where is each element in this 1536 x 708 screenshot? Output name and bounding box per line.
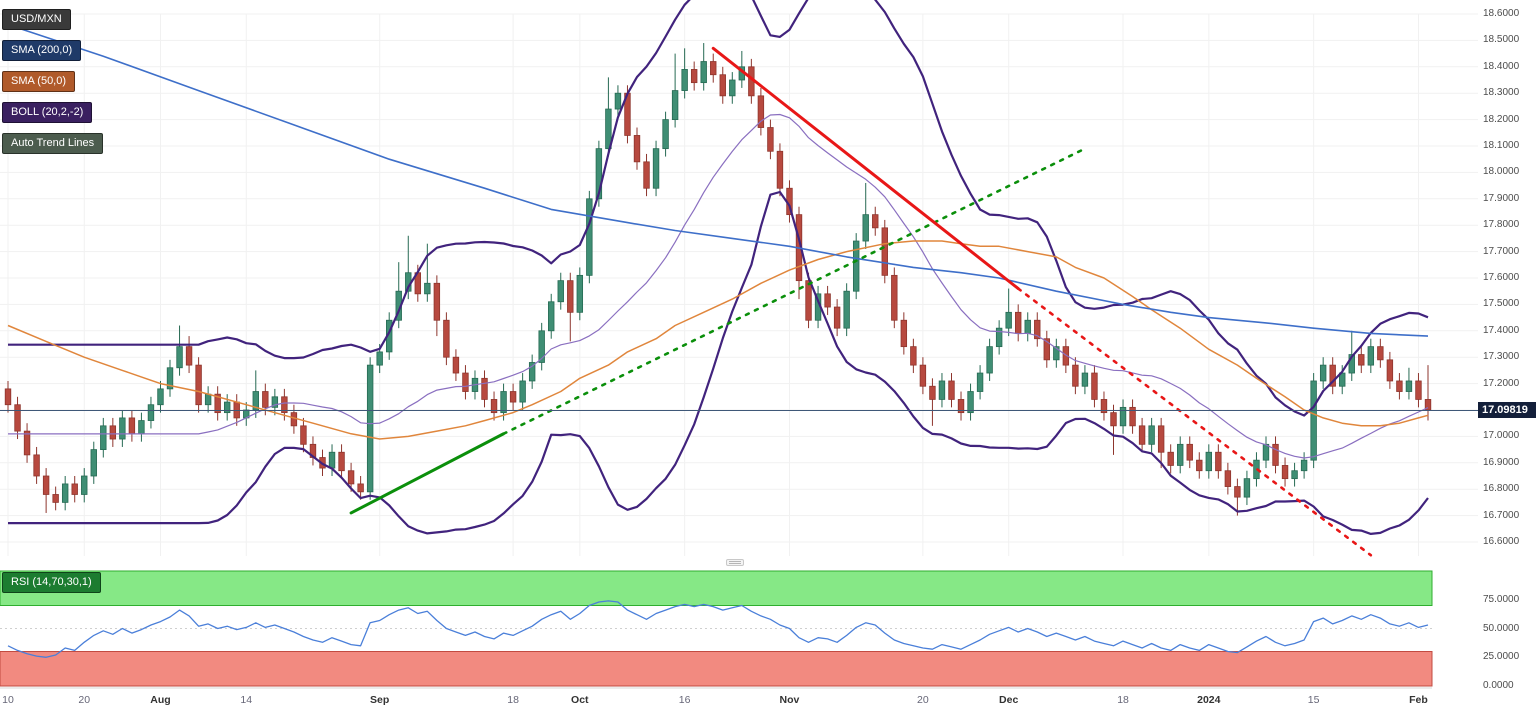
price-axis-label: 16.7000 bbox=[1483, 509, 1520, 521]
x-axis-label: 18 bbox=[1117, 694, 1129, 706]
indicator-badge-sma50[interactable]: SMA (50,0) bbox=[2, 71, 76, 92]
x-axis-label: 15 bbox=[1307, 694, 1320, 706]
price-axis-label: 18.1000 bbox=[1483, 140, 1520, 151]
indicator-badge-sma200[interactable]: SMA (200,0) bbox=[2, 40, 82, 61]
x-axis-label: Nov bbox=[779, 694, 800, 706]
price-axis-label: 16.6000 bbox=[1483, 536, 1520, 547]
price-axis-label: 17.0000 bbox=[1483, 430, 1520, 442]
panel-splitter[interactable] bbox=[726, 559, 744, 566]
price-axis-label: 18.0000 bbox=[1483, 166, 1520, 178]
indicator-badge-boll[interactable]: BOLL (20,2,-2) bbox=[2, 102, 93, 123]
price-axis-label: 16.8000 bbox=[1483, 483, 1520, 495]
price-axis-label: 16.9000 bbox=[1483, 456, 1520, 468]
x-axis-label: 14 bbox=[240, 694, 253, 706]
x-axis-label: Feb bbox=[1409, 694, 1428, 706]
indicator-badge-auto-trend-lines[interactable]: Auto Trend Lines bbox=[2, 133, 104, 154]
price-axis-label: 17.7000 bbox=[1483, 245, 1520, 257]
price-axis-label: 17.5000 bbox=[1483, 298, 1520, 310]
price-axis-label: 17.3000 bbox=[1483, 351, 1520, 363]
rsi-axis-label: 25.0000 bbox=[1483, 651, 1520, 663]
x-axis-label: Aug bbox=[150, 694, 171, 706]
price-axis-label: 18.4000 bbox=[1483, 60, 1520, 72]
current-price-badge: 17.09819 bbox=[1478, 402, 1536, 419]
symbol-badge[interactable]: USD/MXN bbox=[2, 9, 71, 30]
price-axis-label: 17.6000 bbox=[1483, 272, 1520, 283]
x-axis-label: 10 bbox=[2, 694, 14, 706]
price-axis-label: 18.6000 bbox=[1483, 8, 1520, 19]
rsi-indicator-badge[interactable]: RSI (14,70,30,1) bbox=[2, 572, 101, 593]
price-axis-label: 18.5000 bbox=[1483, 34, 1520, 46]
price-axis-label: 18.2000 bbox=[1483, 113, 1520, 125]
rsi-axis-label: 0.0000 bbox=[1483, 680, 1514, 691]
rsi-axis-label: 75.0000 bbox=[1483, 593, 1520, 605]
x-axis-label: Sep bbox=[370, 694, 390, 706]
x-axis-label: 2024 bbox=[1197, 694, 1221, 706]
x-axis-label: Dec bbox=[999, 694, 1019, 706]
price-axis-label: 17.4000 bbox=[1483, 324, 1520, 336]
price-axis-label: 18.3000 bbox=[1483, 87, 1520, 99]
price-axis-label: 17.2000 bbox=[1483, 377, 1520, 389]
x-axis-label: 20 bbox=[917, 694, 929, 706]
price-axis-label: 17.8000 bbox=[1483, 219, 1520, 231]
x-axis-label: 20 bbox=[78, 694, 91, 706]
rsi-axis-label: 50.0000 bbox=[1483, 622, 1520, 634]
x-axis-label: Oct bbox=[571, 694, 589, 706]
legend: USD/MXN SMA (200,0) SMA (50,0) BOLL (20,… bbox=[2, 9, 104, 154]
price-axis-label: 17.9000 bbox=[1483, 192, 1520, 204]
x-axis-label: 18 bbox=[507, 694, 519, 706]
x-axis-label: 16 bbox=[678, 694, 691, 706]
